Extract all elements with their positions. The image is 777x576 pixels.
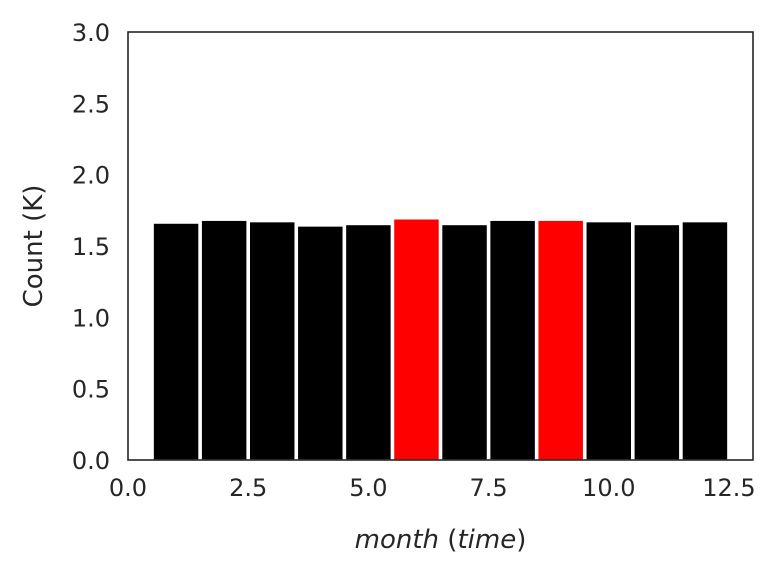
bar-month-10 [585, 221, 633, 461]
y-axis-ticks: 0.0 0.5 1.0 1.5 2.0 2.5 3.0 [72, 19, 110, 475]
bar-month-8 [489, 219, 537, 461]
bar-month-3 [248, 221, 296, 461]
bar-month-1 [152, 222, 200, 461]
y-tick-label: 0.5 [72, 376, 110, 404]
y-tick-label: 1.0 [72, 304, 110, 332]
y-axis-label: Count (K) [19, 185, 49, 308]
bar-month-7 [441, 224, 488, 461]
bar-month-12 [681, 221, 729, 461]
bar-month-6 [393, 218, 440, 461]
x-tick-label: 7.5 [469, 474, 507, 502]
bar-month-11 [633, 224, 681, 461]
x-axis-ticks: 0.0 2.5 5.0 7.5 10.0 12.5 [109, 474, 756, 502]
bar-month-2 [200, 219, 248, 461]
x-tick-label: 2.5 [229, 474, 267, 502]
bar-month-5 [344, 224, 392, 461]
y-tick-label: 2.5 [72, 90, 110, 118]
y-tick-label: 3.0 [72, 19, 110, 47]
y-tick-label: 2.0 [72, 162, 110, 190]
x-tick-label: 0.0 [109, 474, 147, 502]
bars-group [152, 218, 729, 461]
x-tick-label: 5.0 [349, 474, 387, 502]
y-tick-label: 0.0 [72, 447, 110, 475]
x-tick-label: 12.5 [702, 474, 755, 502]
plot-frame [127, 31, 754, 461]
bar-month-4 [296, 225, 344, 461]
x-axis-label: month (time) [355, 525, 527, 555]
bar-month-9 [537, 219, 585, 461]
x-tick-label: 10.0 [582, 474, 635, 502]
y-tick-label: 1.5 [72, 233, 110, 261]
